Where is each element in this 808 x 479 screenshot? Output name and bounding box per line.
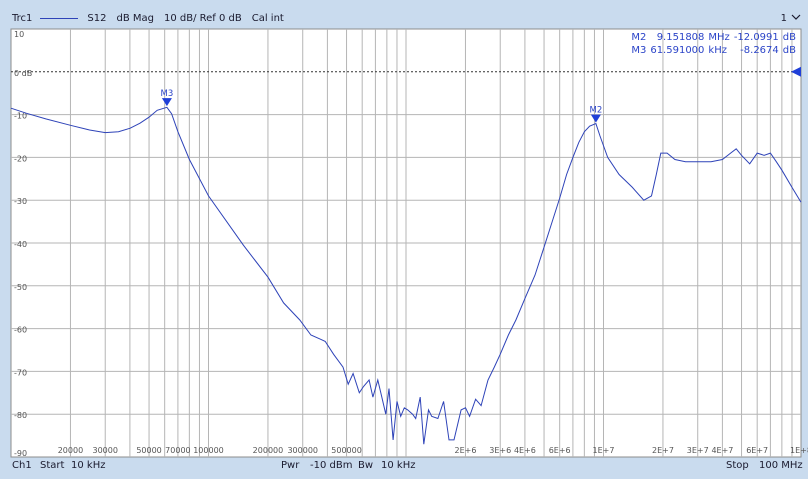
- trace-name[interactable]: Trc1: [12, 13, 33, 24]
- channel-footer: Ch1 Start 10 kHz Pwr -10 dBm Bw 10 kHz S…: [8, 458, 803, 474]
- marker-unit: dB: [782, 45, 796, 56]
- y-tick-label: 0 dB: [14, 69, 32, 78]
- y-tick-label: -10: [14, 112, 27, 121]
- marker-readout: M2 9.151808 MHz -12.0991 dB M3 61.591000…: [627, 31, 796, 57]
- x-tick-label: 300000: [287, 446, 318, 455]
- x-tick-label: 6E+6: [549, 446, 571, 455]
- x-tick-label: 1E+8: [790, 446, 808, 455]
- bandwidth-value[interactable]: 10 kHz: [381, 460, 416, 471]
- x-tick-label: 3E+6: [489, 446, 511, 455]
- trace-color-swatch: [40, 18, 79, 19]
- reference-arrow-icon: [791, 66, 801, 77]
- channel-label[interactable]: Ch1: [12, 460, 32, 471]
- window-number: 1: [780, 13, 787, 24]
- marker-unit: dB: [782, 32, 796, 43]
- x-tick-label: 2E+6: [454, 446, 476, 455]
- trace-line: [10, 106, 802, 445]
- y-tick-label: -40: [14, 240, 27, 249]
- x-tick-label: 2E+7: [652, 446, 674, 455]
- x-tick-label: 6E+7: [746, 446, 768, 455]
- stop-value[interactable]: 100 MHz: [759, 460, 803, 471]
- marker-name: M2: [631, 32, 647, 43]
- trace-scale[interactable]: 10 dB/ Ref 0 dB: [163, 13, 242, 24]
- y-tick-label: 10: [14, 30, 24, 39]
- marker-name: M3: [631, 45, 647, 56]
- trace-header: Trc1 S12 dB Mag 10 dB/ Ref 0 dB Cal int …: [8, 9, 801, 28]
- x-tick-label: 200000: [253, 446, 284, 455]
- marker-value: -8.2674: [740, 45, 779, 56]
- power-label: Pwr: [281, 460, 300, 471]
- x-tick-label: 50000: [136, 446, 161, 455]
- y-tick-label: -60: [14, 326, 27, 335]
- bandwidth-label: Bw: [358, 460, 374, 471]
- x-tick-label: 20000: [58, 446, 83, 455]
- marker-triangle-icon: [590, 114, 601, 123]
- marker-value: -12.0991: [733, 32, 779, 43]
- x-tick-label: 1E+7: [593, 446, 615, 455]
- marker-label: M3: [161, 89, 174, 99]
- trace-parameter[interactable]: S12: [87, 13, 107, 24]
- x-tick-label: 4E+6: [514, 446, 536, 455]
- x-tick-label: 500000: [331, 446, 362, 455]
- y-tick-label: -50: [14, 283, 27, 292]
- chevron-down-icon[interactable]: [791, 13, 801, 24]
- x-tick-label: 100000: [193, 446, 224, 455]
- marker-freq-unit: kHz: [708, 45, 727, 56]
- trace-format[interactable]: dB Mag: [116, 13, 154, 24]
- marker-freq-unit: MHz: [708, 32, 730, 43]
- marker-freq: 61.591000: [650, 45, 705, 56]
- y-tick-label: -30: [14, 197, 27, 206]
- x-tick-label: 3E+7: [687, 446, 709, 455]
- marker-triangle-icon: [161, 98, 172, 107]
- cal-status[interactable]: Cal int: [251, 13, 284, 24]
- y-tick-label: -90: [14, 449, 27, 458]
- y-tick-label: -20: [14, 154, 27, 163]
- marker-label: M2: [590, 106, 603, 116]
- y-tick-label: -80: [14, 411, 27, 420]
- start-value[interactable]: 10 kHz: [71, 460, 106, 471]
- marker-row-m3[interactable]: M3 61.591000 kHz -8.2674 dB: [627, 44, 796, 57]
- x-tick-label: 4E+7: [711, 446, 733, 455]
- start-label: Start: [40, 460, 65, 471]
- marker-freq: 9.151808: [656, 32, 705, 43]
- marker-row-m2[interactable]: M2 9.151808 MHz -12.0991 dB: [627, 31, 796, 44]
- stop-label: Stop: [726, 460, 749, 471]
- x-tick-label: 70000: [165, 446, 190, 455]
- y-tick-label: -70: [14, 368, 27, 377]
- power-value[interactable]: -10 dBm: [310, 460, 353, 471]
- x-tick-label: 30000: [93, 446, 118, 455]
